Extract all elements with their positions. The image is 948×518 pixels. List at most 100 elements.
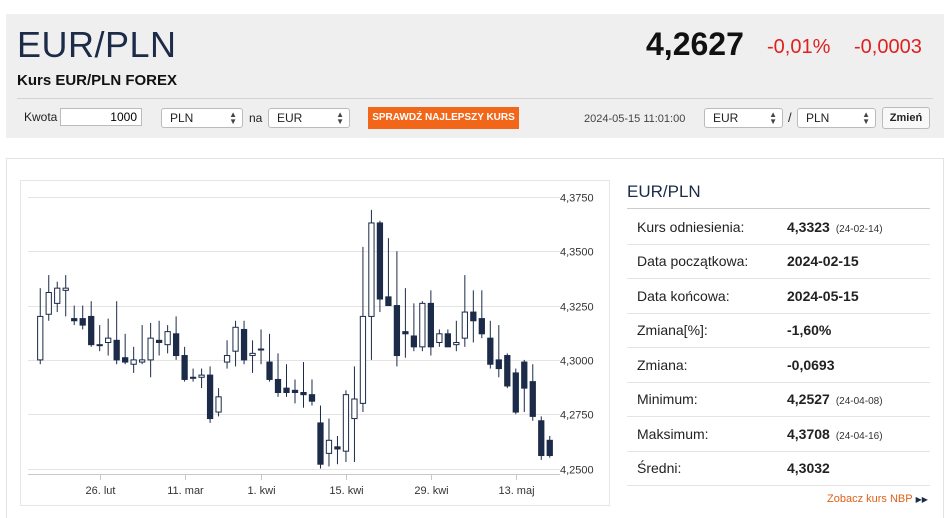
stats-value: 2024-05-15 xyxy=(787,287,859,304)
y-tick-label: 4,3000 xyxy=(560,356,594,368)
stats-value-cell: -1,60% xyxy=(787,313,930,348)
to-label: na xyxy=(249,111,263,125)
candle-body xyxy=(232,326,239,352)
page-subtitle: Kurs EUR/PLN FOREX xyxy=(17,72,178,89)
stats-date: (24-04-08) xyxy=(835,396,883,408)
candle-body xyxy=(385,296,392,307)
candle xyxy=(249,340,256,373)
pair-base-select[interactable]: EUR ▲ ▼ xyxy=(704,108,783,128)
double-arrow-right-icon: ▶▶ xyxy=(915,495,928,504)
content-panel xyxy=(6,158,944,518)
select-arrows-icon: ▲ ▼ xyxy=(229,110,237,126)
candle xyxy=(368,209,375,360)
candle xyxy=(461,275,468,347)
stats-divider xyxy=(627,208,930,209)
candle xyxy=(427,290,435,356)
select-arrows-icon: ▲ ▼ xyxy=(862,110,870,126)
stats-label: Minimum: xyxy=(627,382,787,417)
candle xyxy=(325,418,333,467)
candle-body xyxy=(130,359,137,365)
candle xyxy=(206,366,214,423)
candle-body xyxy=(393,305,401,357)
stats-value: 4,3323 xyxy=(787,218,830,235)
candle-body xyxy=(444,333,451,348)
candle xyxy=(334,435,341,465)
candle-body xyxy=(164,331,171,346)
candle xyxy=(470,290,477,343)
candle xyxy=(393,251,401,367)
candle xyxy=(130,346,137,373)
candle xyxy=(453,320,460,352)
change-pair-button[interactable]: Zmień xyxy=(882,107,930,129)
stats-row: Data początkowa: 2024-02-15 xyxy=(627,244,930,279)
x-tick-label: 11. mar xyxy=(167,485,204,497)
pair-base-value: EUR xyxy=(713,111,739,125)
candle-body xyxy=(139,359,146,363)
stats-row: Kurs odniesienia: 4,3323 (24-02-14) xyxy=(627,210,930,245)
candle xyxy=(283,364,290,397)
candle-body xyxy=(317,422,324,465)
candle xyxy=(71,305,78,326)
candle xyxy=(419,301,426,352)
candle-body xyxy=(410,335,418,348)
y-tick-label: 4,3500 xyxy=(560,247,594,259)
stats-value: 4,3708 xyxy=(787,425,830,442)
candle-body xyxy=(368,222,375,317)
candle xyxy=(300,362,307,408)
candle-body xyxy=(257,348,265,351)
candle xyxy=(198,368,205,389)
header-divider xyxy=(17,98,933,99)
candle xyxy=(223,340,231,369)
candle xyxy=(155,320,163,356)
candle-body xyxy=(54,287,61,304)
candle xyxy=(62,275,69,317)
candle-body xyxy=(249,352,256,357)
candle-body xyxy=(300,391,307,396)
candle-body xyxy=(325,439,333,454)
candle xyxy=(266,333,273,382)
stats-date: (24-02-14) xyxy=(835,223,883,235)
stats-row: Zmiana[%]: -1,60% xyxy=(627,313,930,348)
candle-body xyxy=(546,439,553,457)
candle xyxy=(291,379,299,404)
change-percent: -0,01% xyxy=(767,36,831,58)
stats-label: Kurs odniesienia: xyxy=(627,210,787,245)
quote-timestamp: 2024-05-15 11:01:00 xyxy=(584,113,686,125)
from-currency-value: PLN xyxy=(170,111,194,125)
pair-quote-select[interactable]: PLN ▲ ▼ xyxy=(797,108,876,128)
candle xyxy=(164,325,171,354)
candle-body xyxy=(96,344,103,347)
candle xyxy=(359,246,367,413)
candle xyxy=(257,329,265,365)
stats-title: EUR/PLN xyxy=(627,182,701,201)
stats-row: Minimum: 4,2527 (24-04-08) xyxy=(627,382,930,417)
candle-body xyxy=(223,355,231,363)
stats-value: 4,3032 xyxy=(787,460,830,477)
candle xyxy=(122,333,129,365)
candle-body xyxy=(427,302,435,348)
x-tick-label: 1. kwi xyxy=(247,485,275,497)
candle xyxy=(444,329,451,348)
candle-body xyxy=(334,446,341,450)
amount-input[interactable] xyxy=(60,108,142,126)
to-currency-select[interactable]: EUR ▲ ▼ xyxy=(268,108,350,128)
y-tick-label: 4,2500 xyxy=(560,465,594,477)
stats-label: Średni: xyxy=(627,451,787,486)
candle-body xyxy=(88,315,95,346)
candle-body xyxy=(504,355,511,387)
stats-value-cell: 4,3032 xyxy=(787,451,930,486)
candle-body xyxy=(478,318,485,335)
stats-value-cell: 2024-02-15 xyxy=(787,244,930,279)
stats-date: (24-04-16) xyxy=(835,430,883,442)
nbp-rate-link[interactable]: Zobacz kurs NBP ▶▶ xyxy=(827,493,928,505)
candle xyxy=(521,359,528,413)
stats-label: Zmiana: xyxy=(627,347,787,383)
best-rate-button[interactable]: SPRAWDŹ NAJLEPSZY KURS xyxy=(368,107,519,129)
from-currency-select[interactable]: PLN ▲ ▼ xyxy=(161,108,243,128)
candle-body xyxy=(351,398,358,420)
candle xyxy=(105,318,112,356)
candle-body xyxy=(37,315,44,361)
candle-body xyxy=(436,333,443,343)
candle xyxy=(45,275,52,321)
candle xyxy=(274,353,282,397)
